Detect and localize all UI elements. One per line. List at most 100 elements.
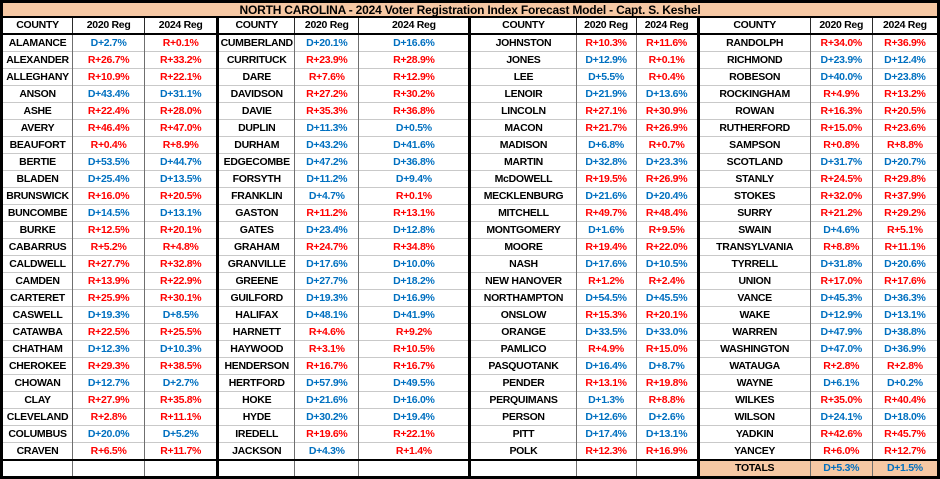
reg-2024-value: R+1.4% — [358, 442, 470, 460]
county-cell: JACKSON — [216, 442, 295, 460]
reg-2020-value: D+19.3% — [72, 306, 145, 324]
reg-2024-value: R+47.0% — [144, 119, 218, 137]
column-header: COUNTY — [1, 17, 73, 35]
county-cell: HALIFAX — [216, 306, 295, 324]
reg-2024-value: D+20.7% — [871, 153, 939, 171]
reg-2020-value: R+19.6% — [294, 425, 359, 443]
county-cell: RUTHERFORD — [696, 119, 811, 137]
reg-2020-value: D+17.4% — [575, 425, 637, 443]
reg-2024-value: D+45.5% — [635, 289, 699, 307]
reg-2024-value: R+20.5% — [871, 102, 939, 120]
county-cell: BRUNSWICK — [1, 187, 73, 205]
county-cell: UNION — [696, 272, 811, 290]
county-cell: TRANSYLVANIA — [696, 238, 811, 256]
reg-2020-value: R+24.5% — [809, 170, 873, 188]
column-header: COUNTY — [696, 17, 811, 35]
reg-2020-value: R+21.7% — [575, 119, 637, 137]
reg-2020-value: R+15.3% — [575, 306, 637, 324]
reg-2024-value: D+16.6% — [358, 33, 470, 52]
reg-2024-value: R+8.8% — [635, 391, 699, 409]
reg-2020-value: D+20.1% — [294, 33, 359, 52]
county-cell: JOHNSTON — [468, 33, 576, 52]
reg-2020-value: D+17.6% — [575, 255, 637, 273]
reg-2024-value: R+0.4% — [635, 68, 699, 86]
reg-2020-value: R+46.4% — [72, 119, 145, 137]
reg-2024-value: D+2.6% — [635, 408, 699, 426]
reg-2024-value: R+28.9% — [358, 51, 470, 69]
reg-2020-value: R+24.7% — [294, 238, 359, 256]
empty-cell — [575, 459, 637, 478]
county-cell: CHATHAM — [1, 340, 73, 358]
reg-2020-value: R+5.2% — [72, 238, 145, 256]
reg-2024-value: R+11.1% — [871, 238, 939, 256]
reg-2020-value: R+25.9% — [72, 289, 145, 307]
reg-2024-value: D+13.6% — [635, 85, 699, 103]
county-cell: ROWAN — [696, 102, 811, 120]
column-header: 2020 Reg — [72, 17, 145, 35]
reg-2020-value: D+23.4% — [294, 221, 359, 239]
reg-2024-value: R+28.0% — [144, 102, 218, 120]
table-title: NORTH CAROLINA - 2024 Voter Registration… — [1, 1, 939, 18]
reg-2024-value: D+20.6% — [871, 255, 939, 273]
county-cell: STOKES — [696, 187, 811, 205]
column-header: COUNTY — [468, 17, 576, 35]
reg-2020-value: R+10.3% — [575, 33, 637, 52]
reg-2024-value: D+18.0% — [871, 408, 939, 426]
reg-2024-value: D+10.5% — [635, 255, 699, 273]
totals-label: TOTALS — [696, 459, 811, 478]
reg-2024-value: D+8.7% — [635, 357, 699, 375]
reg-2020-value: R+4.9% — [809, 85, 873, 103]
reg-2024-value: R+35.8% — [144, 391, 218, 409]
reg-2020-value: D+4.3% — [294, 442, 359, 460]
reg-2020-value: R+35.0% — [809, 391, 873, 409]
reg-2020-value: R+7.6% — [294, 68, 359, 86]
reg-2024-value: D+13.1% — [635, 425, 699, 443]
county-cell: SCOTLAND — [696, 153, 811, 171]
reg-2020-value: D+11.3% — [294, 119, 359, 137]
reg-2020-value: R+4.9% — [575, 340, 637, 358]
county-cell: ANSON — [1, 85, 73, 103]
county-cell: SURRY — [696, 204, 811, 222]
county-cell: PAMLICO — [468, 340, 576, 358]
county-cell: WARREN — [696, 323, 811, 341]
reg-2024-value: D+23.8% — [871, 68, 939, 86]
reg-2020-value: R+27.1% — [575, 102, 637, 120]
county-cell: AVERY — [1, 119, 73, 137]
totals-row: TOTALS D+5.3% D+1.5% — [1, 459, 939, 478]
table-row: CRAVEN R+6.5% R+11.7% JACKSON D+4.3% R+1.4% PO… — [1, 442, 939, 460]
reg-2020-value: R+32.0% — [809, 187, 873, 205]
reg-2024-value: D+36.9% — [871, 340, 939, 358]
reg-2020-value: D+11.2% — [294, 170, 359, 188]
reg-2024-value: R+19.8% — [635, 374, 699, 392]
reg-2020-value: D+21.6% — [294, 391, 359, 409]
totals-2020-value: D+5.3% — [809, 459, 873, 478]
county-cell: ALEXANDER — [1, 51, 73, 69]
reg-2020-value: D+30.2% — [294, 408, 359, 426]
reg-2020-value: R+27.2% — [294, 85, 359, 103]
county-cell: PENDER — [468, 374, 576, 392]
county-cell: IREDELL — [216, 425, 295, 443]
reg-2020-value: D+47.9% — [809, 323, 873, 341]
reg-2020-value: D+17.6% — [294, 255, 359, 273]
reg-2024-value: R+20.1% — [635, 306, 699, 324]
reg-2020-value: D+12.9% — [575, 51, 637, 69]
reg-2020-value: D+47.0% — [809, 340, 873, 358]
reg-2024-value: R+22.1% — [144, 68, 218, 86]
table-row: CAMDEN R+13.9% R+22.9% GREENE D+27.7% D+18.2%… — [1, 272, 939, 290]
reg-2020-value: D+25.4% — [72, 170, 145, 188]
reg-2024-value: D+5.2% — [144, 425, 218, 443]
county-cell: GREENE — [216, 272, 295, 290]
reg-2024-value: R+13.2% — [871, 85, 939, 103]
reg-2020-value: R+0.8% — [809, 136, 873, 154]
reg-2020-value: D+57.9% — [294, 374, 359, 392]
reg-2020-value: R+10.9% — [72, 68, 145, 86]
reg-2024-value: R+10.5% — [358, 340, 470, 358]
county-cell: SAMPSON — [696, 136, 811, 154]
county-cell: BEAUFORT — [1, 136, 73, 154]
reg-2020-value: D+54.5% — [575, 289, 637, 307]
empty-cell — [635, 459, 699, 478]
column-header: 2024 Reg — [871, 17, 939, 35]
reg-2024-value: R+16.7% — [358, 357, 470, 375]
table-row: CLAY R+27.9% R+35.8% HOKE D+21.6% D+16.0% PERQ… — [1, 391, 939, 409]
county-cell: COLUMBUS — [1, 425, 73, 443]
